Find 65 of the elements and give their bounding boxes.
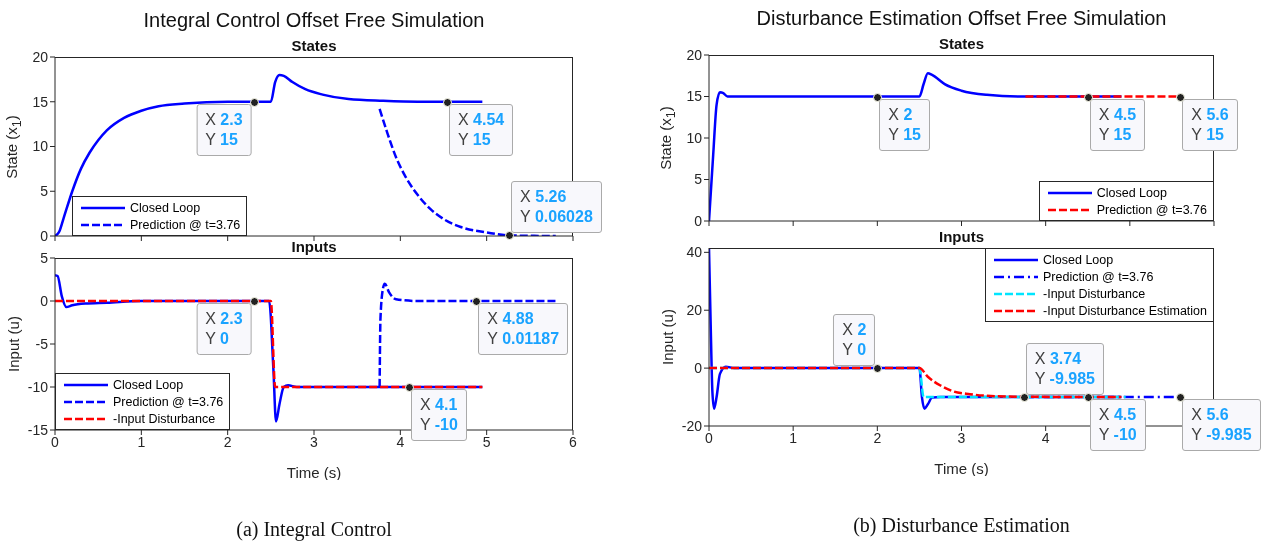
y-tick-label: -20 <box>681 417 703 434</box>
y-tick-label: 5 <box>40 183 49 200</box>
annotation: X 2 Y 0 <box>842 321 867 359</box>
annotation: X 3.74 Y -9.985 <box>1034 350 1095 387</box>
y-tick-label: -5 <box>35 335 49 352</box>
chart-subtitle: States <box>290 37 338 54</box>
text: (b) Disturbance Estimation <box>852 514 1071 537</box>
legend-label: Prediction @ t=3.76 <box>130 217 241 232</box>
legend-label: Prediction @ t=3.76 <box>1096 202 1207 217</box>
y-tick-label: 40 <box>686 244 703 261</box>
x-tick-label: 0 <box>705 429 714 446</box>
y-tick-label: 0 <box>40 227 49 244</box>
annotation: X 5.26 Y 0.06028 <box>520 188 593 226</box>
annotation: X 4.88 Y 0.01187 <box>487 309 560 347</box>
chart-subtitle: Inputs <box>938 228 985 245</box>
annotation: X 5.6 Y 15 <box>1191 105 1229 143</box>
x-tick-label: 1 <box>137 433 146 450</box>
x-tick-label: 3 <box>957 429 966 446</box>
chart-subtitle: States <box>938 35 985 52</box>
legend-label: -Input Disturbance <box>113 411 216 426</box>
legend-label: Closed Loop <box>130 200 201 215</box>
annotation: X 4.1 Y -10 <box>419 396 458 433</box>
legend-label: Closed Loop <box>113 377 184 392</box>
legend-label: Closed Loop <box>1043 252 1114 267</box>
chart-subtitle: Inputs <box>290 238 338 255</box>
x-tick-label: 2 <box>223 433 232 450</box>
y-tick-label: -10 <box>27 378 49 395</box>
legend-label: -Input Disturbance Estimation <box>1043 303 1207 318</box>
y-tick-label: 20 <box>32 48 49 65</box>
y-tick-label: 0 <box>694 212 703 229</box>
annotation: X 2 Y 15 <box>888 105 921 143</box>
y-tick-label: -15 <box>27 421 49 438</box>
annotation: X 4.54 Y 15 <box>457 110 505 148</box>
y-tick-label: 0 <box>40 292 49 309</box>
y-axis-title: Input (u) <box>4 316 22 372</box>
annotation: X 4.5 Y 15 <box>1098 105 1137 143</box>
annotation: X 5.6 Y -9.985 <box>1191 406 1252 443</box>
y-tick-label: 15 <box>686 88 703 105</box>
x-tick-label: 3 <box>310 433 319 450</box>
annotation: X 2.3 Y 15 <box>205 110 243 148</box>
x-tick-label: 0 <box>51 433 60 450</box>
y-tick-label: 0 <box>694 360 703 377</box>
x-tick-label: 5 <box>482 433 491 450</box>
chart-title: Disturbance Estimation Offset Free Simulation <box>755 7 1168 30</box>
text: (a) Integral Control <box>235 518 393 541</box>
legend-label: Prediction @ t=3.76 <box>113 394 224 409</box>
chart-title: Integral Control Offset Free Simulation <box>142 9 486 32</box>
legend-label: Closed Loop <box>1096 185 1167 200</box>
y-axis-title: Input (u) <box>658 309 676 365</box>
y-tick-label: 10 <box>32 138 49 155</box>
y-tick-label: 20 <box>686 302 703 319</box>
y-tick-label: 5 <box>40 249 49 266</box>
legend-label: Prediction @ t=3.76 <box>1043 269 1154 284</box>
y-tick-label: 5 <box>694 171 703 188</box>
x-tick-label: 6 <box>569 433 578 450</box>
y-tick-label: 15 <box>32 93 49 110</box>
annotation: X 2.3 Y 0 <box>205 310 243 347</box>
x-tick-label: 4 <box>1041 429 1050 446</box>
x-tick-label: 1 <box>789 429 798 446</box>
annotation: X 4.5 Y -10 <box>1098 406 1137 444</box>
x-tick-label: 4 <box>396 433 405 450</box>
x-tick-label: 2 <box>873 429 882 446</box>
y-tick-label: 10 <box>686 129 703 146</box>
y-tick-label: 20 <box>686 46 703 63</box>
legend-label: -Input Disturbance <box>1043 286 1146 301</box>
